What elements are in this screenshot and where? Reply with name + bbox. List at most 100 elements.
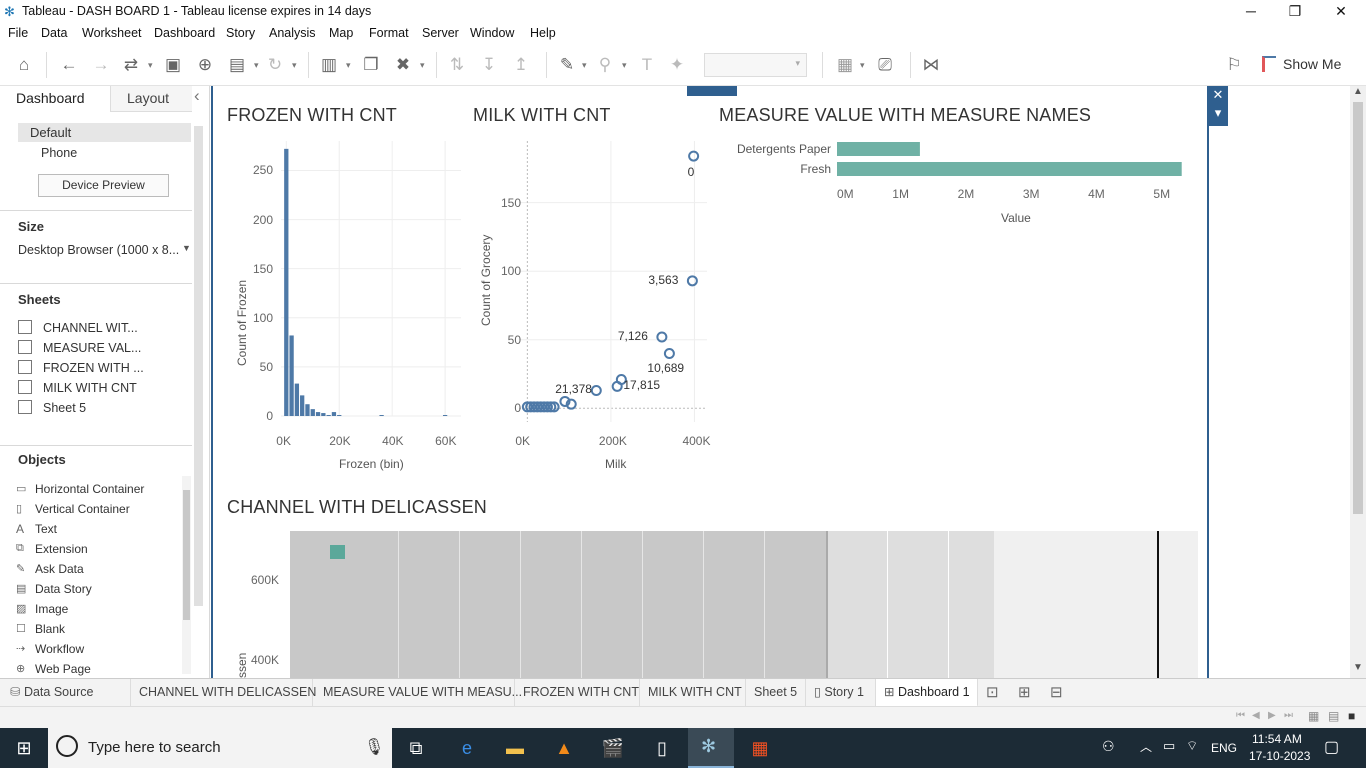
undo-icon[interactable]: ← [60, 55, 78, 74]
frozen-bar[interactable] [300, 395, 305, 416]
device-preview-button[interactable]: Device Preview [38, 174, 169, 197]
sheet-item[interactable]: MEASURE VAL... [43, 341, 142, 355]
frozen-bar[interactable] [289, 335, 294, 416]
measure-bar[interactable] [837, 142, 920, 156]
object-item[interactable]: Horizontal Container [35, 482, 145, 496]
share-icon[interactable]: ⋈ [922, 55, 940, 74]
pane-scrollbar[interactable] [194, 126, 203, 606]
milk-point[interactable] [528, 401, 540, 413]
frozen-histogram[interactable] [213, 86, 463, 476]
microphone-icon[interactable]: 🎙 [364, 739, 385, 756]
object-item[interactable]: Blank [35, 622, 66, 636]
highlight-icon[interactable]: ✎ [559, 55, 575, 74]
maximize-button[interactable]: ❐ [1288, 3, 1302, 19]
sheet-item[interactable]: Sheet 5 [43, 401, 87, 415]
channel-mark[interactable] [330, 545, 345, 559]
tab-layout[interactable]: Layout [110, 86, 192, 112]
sort-desc-icon[interactable]: ↥ [513, 55, 529, 74]
first-page-icon[interactable]: ⏮ [1236, 710, 1245, 721]
tab-sheet[interactable]: CHANNEL WITH DELICASSEN [131, 679, 316, 707]
presentation-icon[interactable]: ⎚ [878, 55, 892, 74]
menu-data[interactable]: Data [41, 26, 68, 40]
tab-sheet[interactable]: MEASURE VALUE WITH MEASU... [313, 679, 522, 707]
tableau-taskbar-button[interactable]: ✻ [688, 728, 734, 768]
new-data-source-icon[interactable]: ⊕ [197, 55, 213, 74]
taskbar-search-box[interactable]: Type here to search 🎙 [48, 728, 392, 768]
group-icon[interactable]: ⚲ [598, 55, 612, 74]
milk-point[interactable] [531, 401, 543, 413]
milk-point[interactable] [521, 401, 533, 413]
save-icon[interactable]: ▣ [164, 55, 182, 74]
milk-point[interactable] [663, 347, 675, 359]
menu-format[interactable]: Format [369, 26, 409, 40]
tab-dashboard[interactable]: Dashboard [0, 86, 110, 112]
milk-point[interactable] [590, 384, 602, 396]
frozen-bar[interactable] [337, 415, 342, 416]
container-close-icon[interactable]: ✕ ▾ [1208, 86, 1228, 126]
milk-scatter[interactable] [213, 86, 713, 476]
swap-icon[interactable]: ⇄ [123, 55, 139, 74]
menu-worksheet[interactable]: Worksheet [82, 26, 142, 40]
pause-updates-icon[interactable]: ▤ [228, 55, 246, 74]
menu-window[interactable]: Window [470, 26, 515, 40]
frozen-bar[interactable] [305, 404, 310, 416]
milk-point[interactable] [565, 398, 577, 410]
edge-icon[interactable]: e [461, 738, 472, 758]
frozen-bar[interactable] [331, 412, 337, 416]
refresh-icon[interactable]: ↻ [267, 55, 283, 74]
milk-point[interactable] [686, 275, 698, 287]
windows-start-icon[interactable]: ⊞ [16, 738, 32, 758]
tab-story[interactable]: ▯ Story 1 [806, 679, 876, 707]
task-view-icon[interactable]: ⧉ [409, 738, 423, 758]
frozen-bar[interactable] [310, 409, 315, 416]
milk-point[interactable] [541, 401, 553, 413]
pin-icon[interactable]: ✦ [669, 55, 685, 74]
device-default[interactable]: Default [18, 123, 191, 142]
device-phone[interactable]: Phone [41, 146, 78, 160]
last-page-icon[interactable]: ⏭ [1284, 710, 1293, 721]
frozen-bar[interactable] [442, 415, 448, 416]
sheet-item[interactable]: MILK WITH CNT [43, 381, 137, 395]
redo-icon[interactable]: → [92, 55, 110, 74]
store-icon[interactable]: ▦ [751, 738, 769, 758]
object-item[interactable]: Data Story [35, 582, 92, 596]
milk-point[interactable] [615, 374, 627, 386]
tab-sheet[interactable]: FROZEN WITH CNT [515, 679, 640, 707]
frozen-bar[interactable] [326, 415, 331, 416]
menu-map[interactable]: Map [329, 26, 354, 40]
object-item[interactable]: Extension [35, 542, 88, 556]
home-icon[interactable]: ⌂ [18, 55, 30, 74]
milk-point[interactable] [688, 150, 700, 162]
next-page-icon[interactable]: ▶ [1268, 710, 1276, 721]
frozen-bar[interactable] [321, 413, 326, 416]
tab-sheet[interactable]: Sheet 5 [746, 679, 806, 707]
milk-point[interactable] [545, 401, 557, 413]
battery-icon[interactable]: ▭ [1163, 738, 1176, 753]
fit-dropdown[interactable]: ▾ [704, 53, 807, 77]
notifications-icon[interactable]: ▢ [1324, 739, 1340, 756]
tab-data-source[interactable]: ⛁ Data Source [0, 679, 131, 707]
grid-view-icon[interactable]: ▦ [1308, 709, 1320, 723]
object-item[interactable]: Ask Data [35, 562, 84, 576]
tab-dashboard-1[interactable]: ⊞ Dashboard 1 [876, 679, 978, 707]
new-story-tab-icon[interactable]: ⊟ [1050, 684, 1063, 701]
frozen-bar[interactable] [294, 383, 300, 416]
clock-date[interactable]: 17-10-2023 [1249, 749, 1311, 763]
milk-point[interactable] [538, 401, 550, 413]
label-icon[interactable]: T [641, 55, 653, 74]
measure-bar-chart[interactable] [213, 86, 1211, 286]
collapse-pane-icon[interactable]: ‹ [194, 86, 200, 105]
new-dashboard-tab-icon[interactable]: ⊞ [1018, 684, 1031, 701]
milk-point[interactable] [548, 401, 560, 413]
chevron-up-icon[interactable]: ︿ [1140, 740, 1153, 754]
clear-icon[interactable]: ✖ [395, 55, 411, 74]
new-worksheet-tab-icon[interactable]: ⊡ [986, 684, 999, 701]
tab-sheet[interactable]: MILK WITH CNT [640, 679, 746, 707]
object-item[interactable]: Image [35, 602, 69, 616]
sheet-item[interactable]: FROZEN WITH ... [43, 361, 144, 375]
object-item[interactable]: Vertical Container [35, 502, 130, 516]
prev-page-icon[interactable]: ◀ [1252, 710, 1260, 721]
show-cards-icon[interactable]: ▦ [836, 55, 854, 74]
milk-point[interactable] [656, 331, 668, 343]
file-explorer-icon[interactable]: ▬ [506, 738, 524, 758]
